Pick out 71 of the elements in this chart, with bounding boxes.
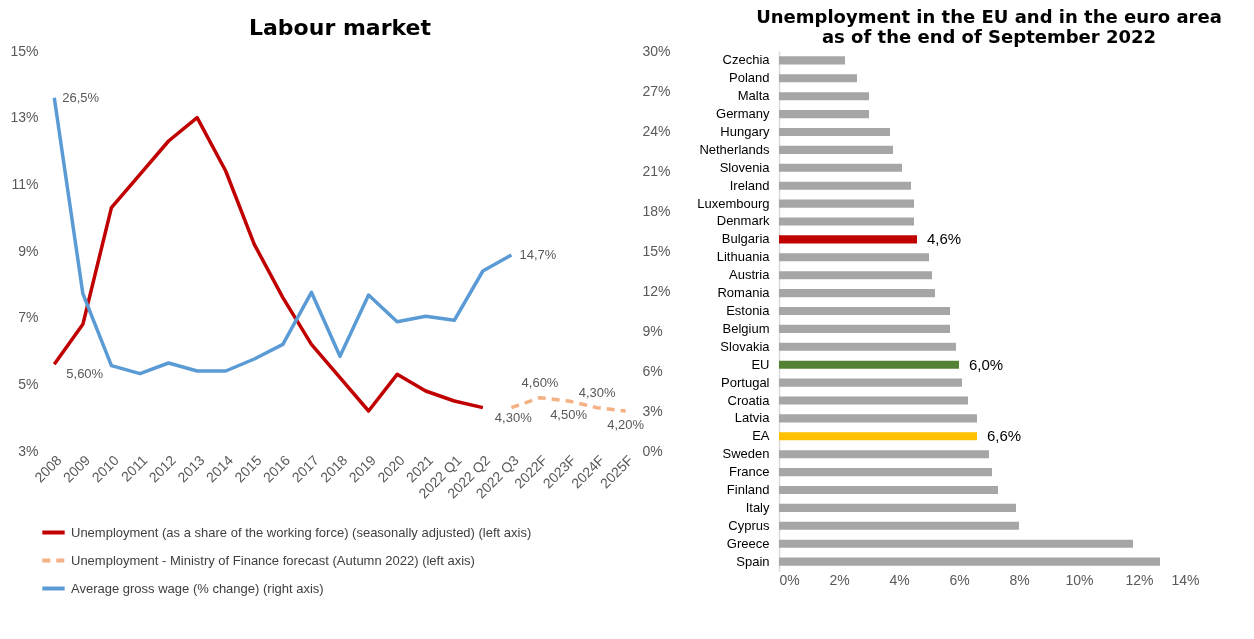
legend-label: Average gross wage (% change) (right axis) (71, 580, 324, 596)
y2-tick-label: 21% (642, 162, 671, 179)
x-tick-label: 2% (829, 571, 850, 588)
y-tick-label: Greece (726, 535, 770, 551)
y2-tick-label: 3% (642, 402, 663, 419)
y-tick-label: Portugal (721, 374, 770, 390)
y-tick-label: Slovenia (719, 159, 771, 175)
y-tick-label: 11% (11, 175, 39, 192)
y-tick-label: Spain (736, 553, 770, 569)
y-tick-label: Poland (729, 70, 770, 86)
y2-tick-label: 12% (642, 282, 671, 299)
data-label: 4,30% (578, 384, 617, 400)
y-tick-label: Estonia (726, 303, 771, 318)
y-tick-label: Denmark (716, 213, 770, 229)
y-tick-label: 13% (10, 109, 39, 126)
x-tick-label: 10% (1065, 571, 1094, 588)
y-tick-label: Sweden (722, 446, 770, 462)
y-tick-label: EA (752, 428, 770, 444)
y-tick-label: 7% (18, 309, 39, 326)
y-tick-label: Lithuania (716, 249, 771, 265)
y-tick-label: Croatia (727, 392, 771, 408)
y-tick-label: Cyprus (728, 517, 770, 533)
y-tick-label: Belgium (722, 320, 770, 336)
x-tick-label: 6% (949, 571, 970, 588)
data-label: 4,6% (927, 230, 962, 248)
y2-tick-label: 15% (642, 242, 671, 259)
data-label: 4,20% (607, 417, 645, 432)
x-tick-label: 4% (889, 571, 910, 588)
data-label: 14,7% (519, 247, 557, 262)
y-tick-label: Germany (716, 106, 770, 122)
legend-label: Unemployment (as a share of the working force) (seasonally adjusted) (left axis) (71, 524, 532, 540)
y-tick-label: Finland (726, 482, 770, 497)
y-tick-label: Ireland (729, 177, 770, 193)
y-tick-label: Netherlands (699, 141, 770, 157)
x-tick-label: 12% (1125, 571, 1154, 588)
data-label: 6,0% (969, 355, 1004, 373)
y-tick-label: Hungary (720, 124, 770, 139)
y2-tick-label: 9% (642, 322, 663, 339)
y-tick-label: Latvia (734, 410, 771, 426)
y-tick-label: EU (751, 356, 770, 372)
y-tick-label: France (729, 464, 770, 480)
legend-label: Unemployment - Ministry of Finance forecast (Autumn 2022) (left axis) (71, 552, 475, 568)
x-tick-label: 0% (779, 571, 800, 588)
data-label: 4,60% (521, 374, 559, 390)
y2-tick-label: 18% (642, 202, 671, 219)
y-tick-label: Austria (729, 267, 771, 283)
y-tick-label: Romania (717, 285, 771, 301)
chart-title: Unemployment in the EU and in the euro area as of the end of September 2022 (756, 6, 1222, 47)
y2-tick-label: 6% (642, 362, 663, 379)
y-tick-label: Bulgaria (721, 231, 771, 247)
y-tick-label: 15% (10, 42, 39, 59)
y2-tick-label: 27% (642, 82, 671, 99)
y-tick-label: Malta (737, 88, 771, 104)
y2-tick-label: 30% (642, 42, 671, 59)
data-label: 26,5% (62, 89, 100, 105)
line-series (52, 115, 485, 413)
y-tick-label: Italy (745, 499, 770, 515)
y-tick-label: Czechia (722, 52, 771, 68)
data-label: 5,60% (66, 366, 104, 382)
y-tick-label: Slovakia (720, 338, 771, 354)
y-tick-label: 9% (18, 242, 39, 259)
data-label: 4,30% (494, 409, 533, 425)
data-label: 4,50% (550, 407, 588, 422)
data-label: 6,6% (987, 427, 1022, 445)
y-tick-label: 3% (18, 442, 39, 459)
y-tick-label: Luxembourg (697, 195, 770, 211)
y2-tick-label: 24% (642, 122, 671, 139)
x-tick-label: 8% (1009, 571, 1030, 588)
y-tick-label: 5% (18, 375, 39, 392)
x-tick-label: 14% (1171, 571, 1200, 588)
chart-title: Labour market (249, 15, 432, 40)
